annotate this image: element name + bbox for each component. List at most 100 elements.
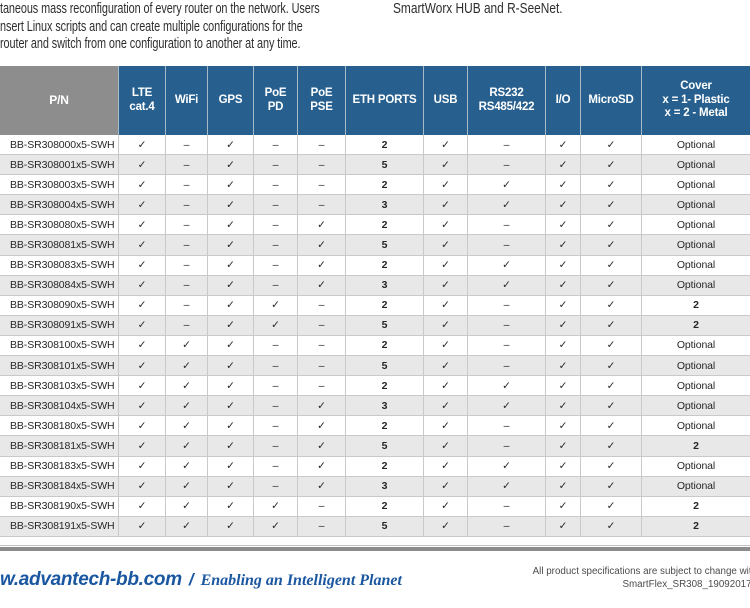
col-header: RS232 RS485/422	[467, 66, 545, 135]
spec-cell: ✓	[580, 376, 641, 396]
spec-cell: –	[467, 356, 545, 376]
table-row: BB-SR308104x5-SWH ✓ ✓ ✓ – ✓ 3 ✓ ✓ ✓ ✓ Optional	[0, 396, 750, 417]
col-header: GPS	[207, 66, 253, 135]
spec-cell: –	[165, 275, 207, 295]
spec-cell: ✓	[545, 416, 580, 436]
spec-cell: ✓	[207, 235, 253, 255]
spec-cell: ✓	[545, 356, 580, 376]
spec-cell: ✓	[580, 476, 641, 496]
spec-cell: –	[253, 215, 297, 235]
spec-cell: ✓	[580, 175, 641, 195]
spec-cell: 2	[641, 295, 750, 315]
spec-cell: ✓	[580, 456, 641, 476]
spec-cell: –	[467, 295, 545, 315]
spec-cell: ✓	[207, 416, 253, 436]
spec-cell: –	[467, 135, 545, 155]
spec-cell: ✓	[467, 376, 545, 396]
table-row: BB-SR308081x5-SWH ✓ – ✓ – ✓ 5 ✓ – ✓ ✓ Optional	[0, 235, 750, 256]
spec-cell: Optional	[641, 155, 750, 175]
spec-cell: ✓	[253, 496, 297, 516]
spec-cell: –	[297, 135, 345, 155]
footer-tagline: Enabling an Intelligent Planet	[200, 572, 402, 589]
part-number-cell: BB-SR308180x5-SWH	[10, 419, 115, 432]
spec-cell: Optional	[641, 275, 750, 295]
col-header: ETH PORTS	[345, 66, 423, 135]
spec-cell: ✓	[545, 275, 580, 295]
part-number-cell: BB-SR308184x5-SWH	[10, 480, 115, 493]
spec-cell: –	[467, 155, 545, 175]
spec-cell: –	[297, 356, 345, 376]
spec-cell: –	[253, 175, 297, 195]
spec-cell: ✓	[253, 516, 297, 536]
spec-cell: ✓	[545, 235, 580, 255]
spec-cell: ✓	[118, 195, 165, 215]
spec-cell: ✓	[580, 135, 641, 155]
spec-cell: 5	[345, 235, 423, 255]
spec-cell: 5	[345, 516, 423, 536]
spec-cell: 5	[345, 155, 423, 175]
spec-cell: –	[165, 295, 207, 315]
spec-cell: ✓	[580, 496, 641, 516]
spec-cell: 3	[345, 195, 423, 215]
part-number-cell: BB-SR308080x5-SWH	[10, 218, 115, 231]
website-link[interactable]: w.advantech-bb.com	[0, 569, 182, 590]
spec-cell: ✓	[207, 155, 253, 175]
spec-cell: Optional	[641, 215, 750, 235]
spec-cell: ✓	[207, 335, 253, 356]
spec-cell: ✓	[423, 356, 467, 376]
spec-cell: 2	[345, 416, 423, 436]
spec-cell: Optional	[641, 135, 750, 155]
spec-cell: –	[467, 436, 545, 456]
spec-cell: 3	[345, 396, 423, 416]
intro-line: taneous mass reconfiguration of every ro…	[0, 1, 320, 17]
spec-cell: ✓	[423, 496, 467, 516]
part-number-cell: BB-SR308000x5-SWH	[10, 138, 115, 151]
spec-cell: ✓	[297, 215, 345, 235]
spec-cell: ✓	[545, 516, 580, 536]
spec-cell: –	[297, 315, 345, 335]
part-number-cell: BB-SR308001x5-SWH	[10, 158, 115, 171]
spec-cell: –	[467, 315, 545, 335]
spec-cell: ✓	[545, 476, 580, 496]
spec-cell: ✓	[207, 516, 253, 536]
spec-cell: ✓	[297, 416, 345, 436]
spec-cell: ✓	[297, 436, 345, 456]
table-row: BB-SR308080x5-SWH ✓ – ✓ – ✓ 2 ✓ – ✓ ✓ Optional	[0, 215, 750, 236]
spec-cell: Optional	[641, 335, 750, 356]
spec-cell: ✓	[580, 356, 641, 376]
spec-cell: ✓	[545, 376, 580, 396]
spec-cell: Optional	[641, 476, 750, 496]
spec-cell: ✓	[423, 456, 467, 476]
table-row: BB-SR308004x5-SWH ✓ – ✓ – –3 ✓ ✓ ✓ ✓ Optional	[0, 195, 750, 216]
spec-cell: ✓	[545, 335, 580, 356]
spec-cell: ✓	[118, 215, 165, 235]
spec-cell: ✓	[207, 195, 253, 215]
spec-cell: –	[297, 516, 345, 536]
spec-cell: ✓	[423, 195, 467, 215]
spec-cell: ✓	[297, 255, 345, 275]
spec-cell: ✓	[423, 436, 467, 456]
col-header: MicroSD	[580, 66, 641, 135]
spec-cell: –	[253, 135, 297, 155]
spec-cell: –	[253, 376, 297, 396]
spec-cell: ✓	[207, 295, 253, 315]
spec-cell: ✓	[423, 376, 467, 396]
spec-cell: ✓	[423, 255, 467, 275]
spec-cell: –	[253, 456, 297, 476]
spec-cell: –	[165, 215, 207, 235]
spec-cell: ✓	[297, 396, 345, 416]
spec-cell: ✓	[297, 275, 345, 295]
spec-cell: 5	[345, 436, 423, 456]
spec-cell: –	[253, 275, 297, 295]
spec-cell: –	[165, 135, 207, 155]
spec-cell: –	[297, 155, 345, 175]
spec-cell: ✓	[580, 436, 641, 456]
part-number-cell: BB-SR308181x5-SWH	[10, 439, 115, 452]
part-number-cell: BB-SR308100x5-SWH	[10, 339, 115, 352]
table-row: BB-SR308181x5-SWH ✓ ✓ ✓ – ✓ 5 ✓ – ✓ ✓ 2	[0, 436, 750, 457]
spec-cell: ✓	[118, 255, 165, 275]
spec-cell: ✓	[545, 135, 580, 155]
spec-cell: Optional	[641, 235, 750, 255]
spec-cell: –	[297, 376, 345, 396]
spec-cell: ✓	[118, 295, 165, 315]
